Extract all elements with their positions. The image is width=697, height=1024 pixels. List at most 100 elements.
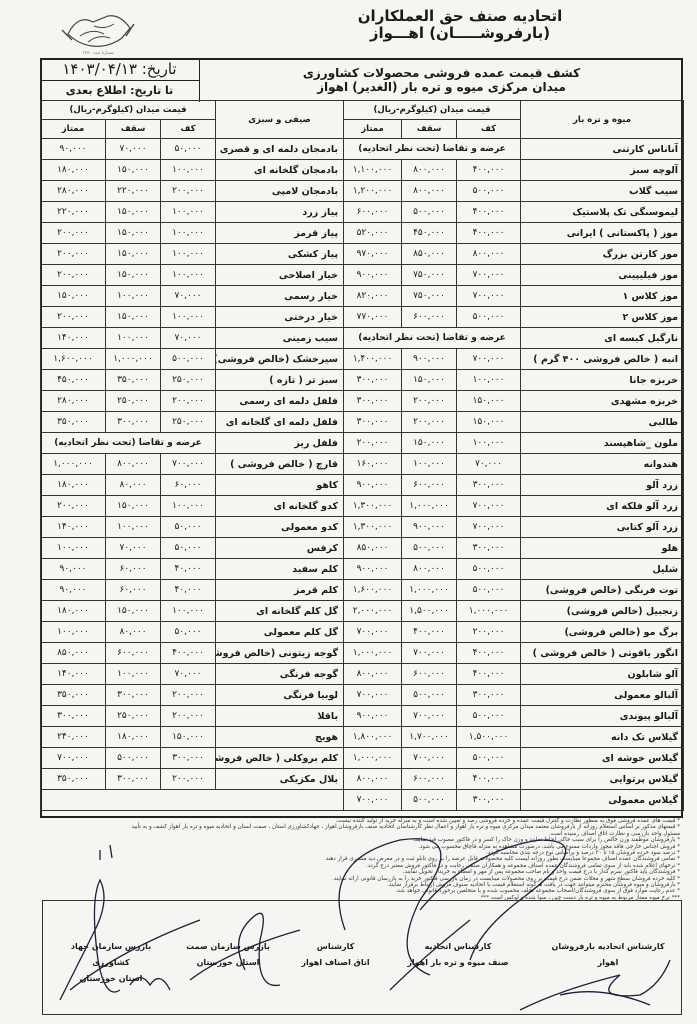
vegetable-product-name: خیار رسمی [215,285,345,307]
vegetable-min-price: ۲۰۰,۰۰۰ [160,180,217,202]
table-row: برگ مو (خالص فروشی) ۲۰۰,۰۰۰ ۴۰۰,۰۰۰ ۷۰۰,۰۰۰… [39,621,685,643]
fruit-min-price: ۱,۵۰۰,۰۰۰ [456,726,522,748]
fruit-product-name: موز کلاس ۱ [520,285,685,307]
fruit-product-name: توت فرنگی (خالص فروشی) [520,579,685,601]
table-row: موز فیلیپینی ۷۰۰,۰۰۰ ۷۵۰,۰۰۰ ۹۰۰,۰۰۰ خیار اص… [39,264,685,286]
vegetable-premium-price: ۲۰۰,۰۰۰ [39,243,107,265]
vegetable-premium-price: ۳۵۰,۰۰۰ [39,684,107,706]
fruit-product-name: هلو [520,537,685,559]
vegetable-premium-price: ۲۲۰,۰۰۰ [39,201,107,223]
vegetable-product-name: کاهو [215,474,345,496]
fruit-product-name: گیلاس پرتوایی [520,768,685,790]
fruit-max-price: ۱,۰۰۰,۰۰۰ [401,495,458,517]
fruit-min-price: ۱,۰۰۰,۰۰۰ [456,600,522,622]
fruit-min-price: ۷۰۰,۰۰۰ [456,495,522,517]
signature-title: بازرس سازمان صمت [186,942,270,951]
fruit-max-price: ۸۰۰,۰۰۰ [401,180,458,202]
table-row: هلو ۳۰۰,۰۰۰ ۵۰۰,۰۰۰ ۸۵۰,۰۰۰ کرفس ۵۰,۰۰۰ ۷۰,۰۰۰… [39,537,685,559]
table-row: گیلاس پرتوایی ۴۰۰,۰۰۰ ۶۰۰,۰۰۰ ۸۰۰,۰۰۰ بلال م… [39,768,685,790]
valid-until-value: اطلاع بعدی [65,84,127,97]
fruit-min-price: ۴۰۰,۰۰۰ [456,768,522,790]
fruit-product-name: آلوچه سبز [520,159,685,181]
vegetable-product-name: خیار درختی [215,306,345,328]
fruit-max-price: ۵۰۰,۰۰۰ [401,201,458,223]
vegetable-min-price: ۵۰,۰۰۰ [160,138,217,160]
vegetable-product-name: فلفل ریز [215,432,345,454]
fruit-max-price: ۶۰۰,۰۰۰ [401,663,458,685]
fruit-max-price: ۶۰۰,۰۰۰ [401,474,458,496]
vegetable-premium-price: ۹۰,۰۰۰ [39,579,107,601]
fruit-premium-price: ۹۷۰,۰۰۰ [343,243,403,265]
table-row: زنجبیل (خالص فروشی) ۱,۰۰۰,۰۰۰ ۱,۵۰۰,۰۰۰ ۲,۰… [39,600,685,622]
vegetable-max-price: ۱۵۰,۰۰۰ [105,201,162,223]
vegetable-min-price: ۱۰۰,۰۰۰ [160,243,217,265]
note-line: *** نرخ میوه ممتاز مربوط به میوه و تره ب… [480,894,680,901]
table-row: آلبالو معمولی ۳۰۰,۰۰۰ ۵۰۰,۰۰۰ ۷۰۰,۰۰۰ لوبیا … [39,684,685,706]
fruit-premium-price: ۹۰۰,۰۰۰ [343,264,403,286]
vegetable-min-price: ۱۰۰,۰۰۰ [160,264,217,286]
fruit-product-name: گیلاس تک دانه [520,726,685,748]
fruit-min-price: ۵۰۰,۰۰۰ [456,747,522,769]
fruit-product-name: خربزه جانا [520,369,685,391]
signature-title: استان خوزستان [196,958,260,967]
vegetable-premium-price: ۱۸۰,۰۰۰ [39,600,107,622]
signature-title: صنف میوه و تره بار اهواز [407,958,509,967]
fruit-min-price: ۴۰۰,۰۰۰ [456,201,522,223]
vegetable-premium-price: ۳۵۰,۰۰۰ [39,411,107,433]
fruit-min-price: ۳۰۰,۰۰۰ [456,537,522,559]
table-row: هندوانه ۷۰,۰۰۰ ۱۰۰,۰۰۰ ۱۶۰,۰۰۰ قارچ ( خالص ف… [39,453,685,475]
table-row: گیلاس خوشه ای ۵۰۰,۰۰۰ ۷۰۰,۰۰۰ ۱,۰۰۰,۰۰۰ کلم … [39,747,685,769]
vegetable-min-price: ۵۰,۰۰۰ [160,621,217,643]
table-row: موز کلاس ۲ ۵۰۰,۰۰۰ ۶۰۰,۰۰۰ ۷۷۰,۰۰۰ خیار درخت… [39,306,685,328]
vegetable-premium-price: ۳۰۰,۰۰۰ [39,705,107,727]
org-line-2: (بارفروشـــــان) اهـــواز [369,24,551,42]
vegetable-product-name: پیاز زرد [215,201,345,223]
fruit-premium-price: ۱,۰۰۰,۰۰۰ [343,642,403,664]
vegetable-max-price: ۱,۰۰۰,۰۰۰ [105,348,162,370]
signature-block: کارشناس اتحادیه بارفروشان اهواز [543,939,673,971]
fruit-max-price: ۹۰۰,۰۰۰ [401,516,458,538]
fruit-min-price: ۱۵۰,۰۰۰ [456,390,522,412]
vegetable-premium-price: ۱۴۰,۰۰۰ [39,516,107,538]
vegetable-min-price: ۲۰۰,۰۰۰ [160,768,217,790]
vegetable-min-price: ۲۵۰,۰۰۰ [160,411,217,433]
fruit-premium-price: ۷۰۰,۰۰۰ [343,684,403,706]
fruit-max-price: ۷۵۰,۰۰۰ [401,264,458,286]
fruit-min-header: کف [456,119,522,139]
vegetable-min-price: ۵۰,۰۰۰ [160,537,217,559]
vegetable-premium-price: ۲۸۰,۰۰۰ [39,390,107,412]
fruit-supply-demand-note: عرضه و تقاضا (تحت نظر اتحادیه) [343,327,522,349]
vegetable-max-price: ۱۵۰,۰۰۰ [105,306,162,328]
fruit-premium-price: ۱,۲۰۰,۰۰۰ [343,180,403,202]
vegetable-min-price: ۲۵۰,۰۰۰ [160,369,217,391]
vegetable-max-price: ۱۰۰,۰۰۰ [105,285,162,307]
vegetable-premium-price: ۱,۰۰۰,۰۰۰ [39,453,107,475]
vegetable-product-name: گوجه فرنگی [215,663,345,685]
vegetable-premium-price: ۸۵۰,۰۰۰ [39,642,107,664]
signature-title: کارشناس اتحادیه [424,942,492,951]
table-row: خربزه جانا ۱۰۰,۰۰۰ ۱۵۰,۰۰۰ ۳۰۰,۰۰۰ سبز تر ( … [39,369,685,391]
vegetable-min-price: ۱۰۰,۰۰۰ [160,159,217,181]
vegetable-min-price: ۲۰۰,۰۰۰ [160,684,217,706]
fruit-max-price: ۵۰۰,۰۰۰ [401,537,458,559]
fruit-max-header: سقف [401,119,458,139]
vegetable-product-name: گل کلم گلخانه ای [215,600,345,622]
fruit-max-price: ۹۰۰,۰۰۰ [401,348,458,370]
vegetable-min-price: ۲۰۰,۰۰۰ [160,390,217,412]
fruit-min-price: ۳۰۰,۰۰۰ [456,789,522,811]
vegetable-max-price: ۱۰۰,۰۰۰ [105,663,162,685]
fruit-premium-price: ۸۰۰,۰۰۰ [343,768,403,790]
fruit-premium-price: ۳۰۰,۰۰۰ [343,390,403,412]
fruit-max-price: ۱۵۰,۰۰۰ [401,432,458,454]
fruit-min-price: ۷۰۰,۰۰۰ [456,264,522,286]
fruit-min-price: ۳۰۰,۰۰۰ [456,684,522,706]
fruit-premium-price: ۱,۶۰۰,۰۰۰ [343,579,403,601]
vegetable-product-name: سیرخشک (خالص فروشی) [215,348,345,370]
signature-block: بازرس سازمان صمت استان خوزستان [173,939,283,971]
vegetable-min-price: ۱۵۰,۰۰۰ [160,726,217,748]
vegetable-premium-price: ۱۵۰,۰۰۰ [39,285,107,307]
vegetable-product-name: لوبیا فرنگی [215,684,345,706]
vegetable-premium-price: ۳۵۰,۰۰۰ [39,768,107,790]
fruit-product-name: خربزه مشهدی [520,390,685,412]
vegetable-min-price: ۷۰۰,۰۰۰ [160,453,217,475]
